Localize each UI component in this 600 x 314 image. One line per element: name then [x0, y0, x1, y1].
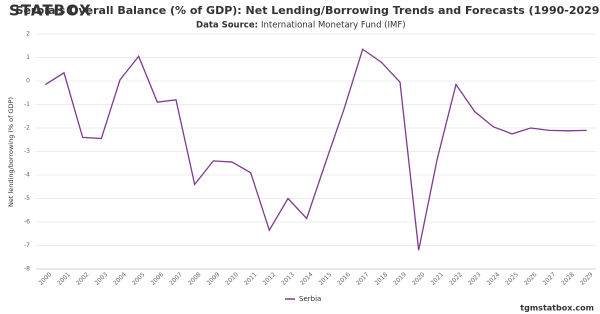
y-tick-label: 2 — [26, 31, 30, 38]
x-tick-label: 2002 — [75, 271, 91, 287]
x-tick-label: 2009 — [205, 271, 221, 287]
subtitle: International Monetary Fund (IMF) — [261, 21, 406, 31]
x-tick-label: 2016 — [336, 271, 352, 287]
x-tick-label: 2018 — [373, 271, 389, 287]
data-line — [44, 48, 587, 251]
x-tick-label: 2029 — [579, 271, 595, 287]
x-tick-label: 2020 — [411, 271, 427, 287]
y-tick-label: -6 — [24, 219, 30, 226]
x-tick-label: 2004 — [112, 271, 128, 287]
x-tick-label: 2011 — [243, 271, 259, 287]
x-tick-label: 2008 — [187, 271, 203, 287]
y-tick-label: -7 — [24, 242, 30, 249]
y-tick-label: -2 — [24, 125, 30, 132]
y-tick-label: -3 — [24, 148, 30, 155]
x-tick-label: 2003 — [93, 271, 109, 287]
x-tick-label: 2015 — [317, 271, 333, 287]
y-tick-label: 0 — [26, 78, 30, 85]
x-tick-label: 2022 — [448, 271, 464, 287]
legend-label: Serbia — [299, 295, 321, 303]
y-tick-label: -1 — [24, 101, 30, 108]
subtitle-label: Data Source: — [196, 21, 258, 31]
x-tick-label: 2021 — [429, 271, 445, 287]
x-tick-label: 2014 — [299, 271, 315, 287]
chart-title: Serbia's Overall Balance (% of GDP): Net… — [16, 4, 600, 17]
y-axis-label: Net lending/borrowing (% of GDP) — [7, 97, 15, 207]
x-tick-label: 2000 — [37, 271, 53, 287]
logo: STATBOX — [9, 2, 92, 20]
footer: tgmstatbox.com — [520, 304, 594, 313]
x-tick-label: 2006 — [149, 271, 165, 287]
y-tick-label: -4 — [24, 172, 30, 179]
x-tick-label: 2007 — [168, 271, 184, 287]
x-tick-label: 2024 — [485, 271, 501, 287]
x-tick-label: 2025 — [504, 271, 520, 287]
x-tick-label: 2010 — [224, 271, 240, 287]
y-tick-label: -8 — [24, 266, 30, 273]
x-tick-label: 2023 — [467, 271, 483, 287]
x-tick-label: 2005 — [131, 271, 147, 287]
y-tick-label: -5 — [24, 195, 30, 202]
x-tick-label: 2017 — [355, 271, 371, 287]
y-tick-label: 1 — [26, 54, 30, 61]
x-tick-label: 2026 — [523, 271, 539, 287]
x-tick-label: 2019 — [392, 271, 408, 287]
x-tick-label: 2013 — [280, 271, 296, 287]
x-tick-label: 2027 — [541, 271, 557, 287]
x-tick-label: 2028 — [560, 271, 576, 287]
x-tick-label: 2012 — [261, 271, 277, 287]
x-tick-label: 2001 — [56, 271, 72, 287]
